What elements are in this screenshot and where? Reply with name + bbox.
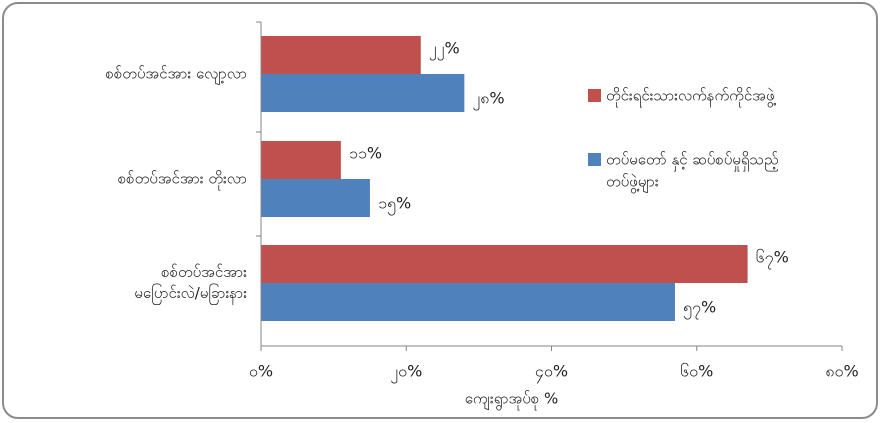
legend-label-1-line0: တပ်မတော် နှင့် ဆပ်စပ်မှုရှိသည့် [606, 151, 779, 172]
category-label-0: စစ်တပ်အင်အား လျော့လာ [105, 65, 247, 86]
x-tick-labels: ၀% ၂၀% ၄၀% ၆၀% ၈၀% [249, 362, 859, 384]
bar-s1-c1 [261, 179, 370, 217]
axes [256, 21, 843, 351]
data-label-s1-c2: ၅၇% [683, 298, 716, 320]
x-tick-label-1: ၂၀% [390, 362, 422, 384]
category-label-1: စစ်တပ်အင်အား တိုးလာ [118, 170, 247, 191]
data-label-s0-c2: ၆၇% [756, 248, 789, 270]
chart-frame [2, 2, 878, 419]
x-tick-label-2: ၄၀% [535, 362, 568, 384]
bar-s1-c0 [261, 74, 465, 112]
x-tick-label-4: ၈၀% [825, 362, 858, 381]
category-label-2-line1: မပြောင်းလဲ/မခြားနား [134, 283, 247, 305]
legend-label-1-line1: တပ်ဖွဲ့များ [606, 173, 659, 194]
data-label-s0-c0: ၂၂% [429, 39, 460, 61]
category-label-2-line0: စစ်တပ်အင်အား [161, 263, 247, 281]
data-label-s1-c0: ၂၈% [472, 89, 504, 111]
legend-swatch-0 [588, 89, 601, 102]
category-labels: စစ်တပ်အင်အား လျော့လာစစ်တပ်အင်အား တိုးလာစ… [105, 65, 247, 306]
x-axis-title: ကျေးရွာအုပ်စု % [465, 390, 559, 411]
data-label-s0-c1: ၁၁% [349, 144, 382, 163]
x-tick-label-0: ၀% [249, 362, 273, 381]
legend: တိုင်းရင်းသားလက်နက်ကိုင်အဖွဲ့တပ်မတော် နှ… [588, 87, 779, 194]
bar-s1-c2 [261, 283, 675, 321]
data-label-s1-c1: ၁၅% [378, 194, 411, 216]
bars [261, 36, 748, 321]
bar-s0-c2 [261, 245, 748, 283]
legend-swatch-1 [588, 153, 601, 166]
legend-label-0: တိုင်းရင်းသားလက်နက်ကိုင်အဖွဲ့ [606, 87, 777, 108]
bar-value-labels: ၂၂% ၁၁% ၆၇% ၂၈% ၁၅% ၅၇% [349, 39, 789, 320]
bar-s0-c0 [261, 36, 421, 74]
x-tick-label-3: ၆၀% [680, 362, 713, 381]
bar-s0-c1 [261, 141, 341, 179]
